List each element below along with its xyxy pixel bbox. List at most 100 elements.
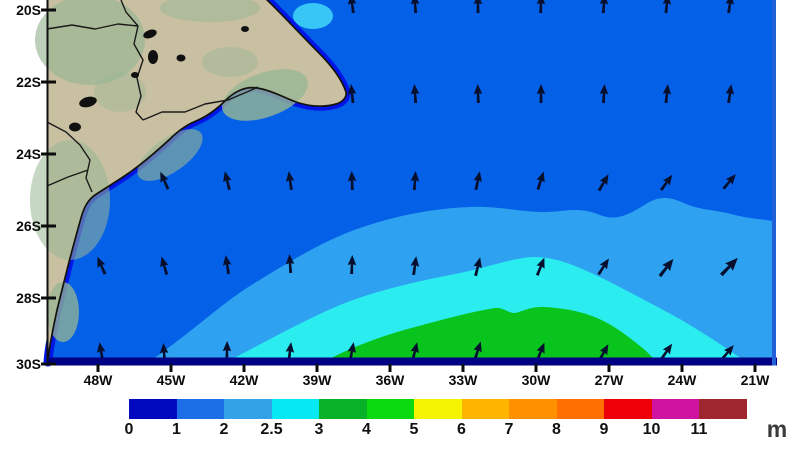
wave-arrow — [536, 171, 545, 190]
wave-arrow — [725, 0, 735, 14]
state-border — [46, 121, 93, 193]
wave-arrow — [222, 255, 232, 275]
lon-tick — [96, 364, 100, 372]
wave-arrow — [720, 345, 734, 361]
land-vegetation-patch — [202, 47, 258, 77]
latitude-label: 28S — [16, 290, 41, 306]
longitude-label: 36W — [375, 372, 405, 388]
wave-band-3-4m — [325, 306, 656, 361]
colorbar-swatch — [224, 399, 272, 419]
longitude-label: 27W — [594, 372, 624, 388]
state-border — [142, 86, 259, 121]
lat-tick — [41, 362, 56, 366]
wave-arrow — [96, 342, 106, 362]
land-vegetation-patch — [30, 140, 110, 260]
wave-arrow — [599, 84, 609, 104]
colorbar-tick-label: 10 — [642, 421, 661, 438]
wave-arrow — [597, 174, 609, 192]
colorbar-swatch — [651, 399, 699, 419]
reservoir-blob — [69, 122, 81, 132]
lon-tick — [169, 364, 173, 372]
colorbar-tick-label: 4 — [362, 421, 371, 438]
wave-arrow — [223, 171, 232, 191]
wave-arrow — [473, 0, 483, 13]
latitude-label: 20S — [16, 2, 41, 18]
state-border — [120, 0, 144, 121]
land-vegetation-patches — [30, 0, 308, 342]
colorbar-tick-label: 1 — [172, 421, 181, 438]
wave-arrow — [536, 0, 546, 14]
lon-tick — [534, 364, 538, 372]
wave-arrow — [719, 257, 738, 277]
colorbar-unit-label: m — [766, 416, 788, 442]
colorbar-tick-label: 9 — [599, 421, 609, 438]
wave-arrow — [410, 256, 420, 276]
calm-patch — [293, 3, 333, 29]
wave-arrow — [410, 0, 420, 14]
wave-arrow — [473, 341, 482, 360]
wave-arrow — [347, 342, 356, 362]
colorbar-swatch — [509, 399, 557, 419]
lat-tick — [41, 224, 56, 228]
lat-tick — [41, 152, 56, 156]
wave-arrow — [159, 343, 169, 363]
latitude-label: 26S — [16, 218, 41, 234]
lon-tick — [753, 364, 757, 372]
colorbar-swatch — [556, 399, 604, 419]
colorbar-tick-label: 2.5 — [260, 421, 283, 438]
wave-arrow — [222, 341, 232, 361]
wave-arrow — [660, 343, 673, 361]
wave-arrow — [662, 84, 672, 104]
reservoir-blob — [241, 26, 249, 32]
land-vegetation-patch — [137, 129, 203, 181]
wave-arrow — [597, 344, 609, 362]
wave-arrow — [410, 342, 419, 362]
wave-arrow — [347, 255, 357, 275]
colorbar-swatch — [176, 399, 224, 419]
land-vegetation-patch — [35, 0, 145, 85]
longitude-label: 24W — [667, 372, 697, 388]
land-feature-blobs — [69, 26, 249, 132]
wave-arrow — [725, 84, 735, 104]
state-borders — [46, 0, 259, 193]
lon-tick — [242, 364, 246, 372]
lat-tick — [41, 296, 56, 300]
colorbar-tick-label: 5 — [409, 421, 419, 438]
wave-arrow — [410, 84, 420, 104]
colorbar-tick-label: 7 — [504, 421, 514, 438]
colorbar-tick-label: 6 — [457, 421, 466, 438]
latitude-label: 22S — [16, 74, 41, 90]
longitude-label: 45W — [156, 372, 186, 388]
wave-arrow — [536, 84, 546, 103]
wave-arrow — [599, 0, 609, 14]
colorbar-tick-label: 8 — [552, 421, 561, 438]
wave-arrow — [160, 256, 169, 276]
colorbar-swatch — [129, 399, 177, 419]
reservoir-blob — [131, 72, 139, 78]
wave-arrow — [347, 84, 357, 104]
wave-arrow — [722, 174, 736, 190]
wave-arrow — [285, 254, 295, 274]
lon-tick — [461, 364, 465, 372]
state-border — [46, 169, 89, 187]
wave-arrow — [658, 258, 674, 278]
colorbar-tick-label: 11 — [690, 421, 708, 438]
land-vegetation-patch — [160, 0, 260, 22]
wave-arrow — [535, 257, 545, 276]
map-frame-left — [46, 0, 49, 362]
wave-arrow — [473, 257, 482, 277]
wave-arrow — [410, 171, 420, 191]
map-frame-bottom — [47, 357, 777, 366]
lat-tick — [41, 80, 56, 84]
lon-tick — [388, 364, 392, 372]
land-vegetation-patch — [222, 69, 308, 121]
lon-tick — [680, 364, 684, 372]
state-border — [46, 23, 139, 30]
wave-arrow — [347, 0, 357, 14]
longitude-label: 42W — [229, 372, 259, 388]
longitude-label: 21W — [740, 372, 770, 388]
wave-arrow — [597, 258, 609, 276]
latitude-label: 24S — [16, 146, 41, 162]
